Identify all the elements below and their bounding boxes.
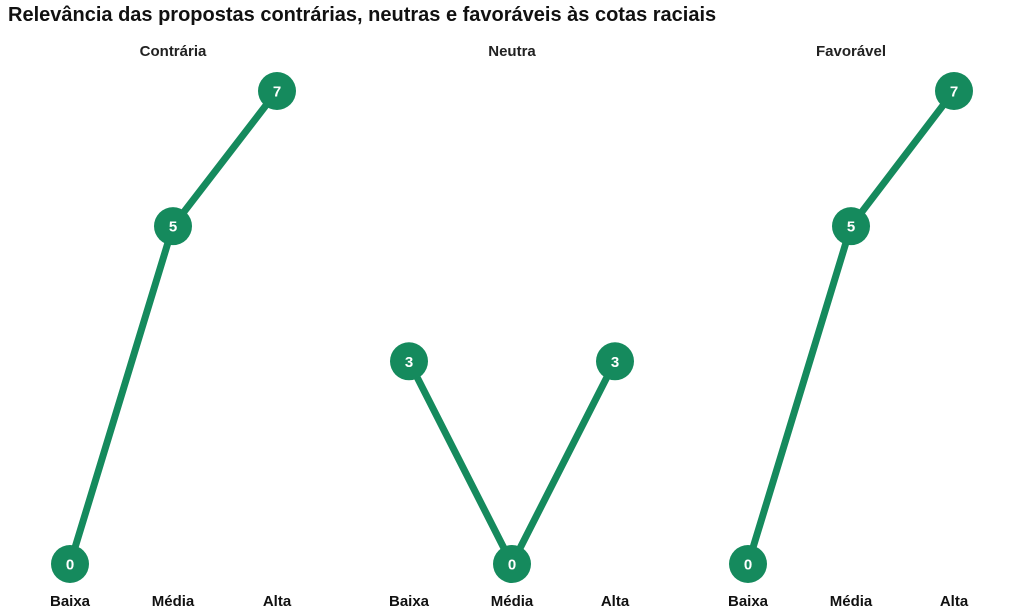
- series-line: [66, 87, 281, 568]
- data-label: 3: [611, 354, 619, 371]
- x-tick-label: Baixa: [50, 593, 91, 610]
- x-tick-label: Baixa: [389, 593, 430, 610]
- data-label: 0: [66, 557, 74, 574]
- panel-title: Contrária: [140, 43, 207, 60]
- data-label: 5: [847, 219, 855, 236]
- data-label: 7: [273, 84, 281, 101]
- data-point: [729, 545, 767, 583]
- x-tick-label: Baixa: [728, 593, 769, 610]
- panel-title: Neutra: [488, 43, 536, 60]
- data-label: 0: [508, 557, 516, 574]
- chart-title: Relevância das propostas contrárias, neu…: [8, 4, 717, 26]
- data-label: 3: [405, 354, 413, 371]
- data-point: [154, 207, 192, 246]
- data-point: [258, 72, 296, 110]
- series-line: [744, 87, 958, 568]
- data-label: 0: [744, 557, 752, 574]
- panel-2: Neutra 3 0 3 Baixa Média Alta: [389, 43, 634, 610]
- data-point: [51, 545, 89, 583]
- x-tick-label: Alta: [601, 593, 630, 610]
- series-line: [405, 357, 619, 568]
- x-tick-label: Alta: [263, 593, 292, 610]
- panel-1: Contrária 0 5 7 Baixa Média Alta: [50, 43, 296, 610]
- panel-title: Favorável: [816, 43, 886, 60]
- panel-3: Favorável 0 5 7 Baixa Média Alta: [728, 43, 973, 610]
- x-tick-label: Média: [152, 593, 195, 610]
- x-tick-label: Média: [491, 593, 534, 610]
- x-tick-label: Média: [830, 593, 873, 610]
- data-point: [935, 72, 973, 110]
- data-point: [596, 342, 634, 381]
- data-point: [390, 342, 428, 381]
- x-tick-label: Alta: [940, 593, 969, 610]
- data-label: 7: [950, 84, 958, 101]
- data-point: [832, 207, 870, 246]
- data-point: [493, 545, 531, 583]
- data-label: 5: [169, 219, 177, 236]
